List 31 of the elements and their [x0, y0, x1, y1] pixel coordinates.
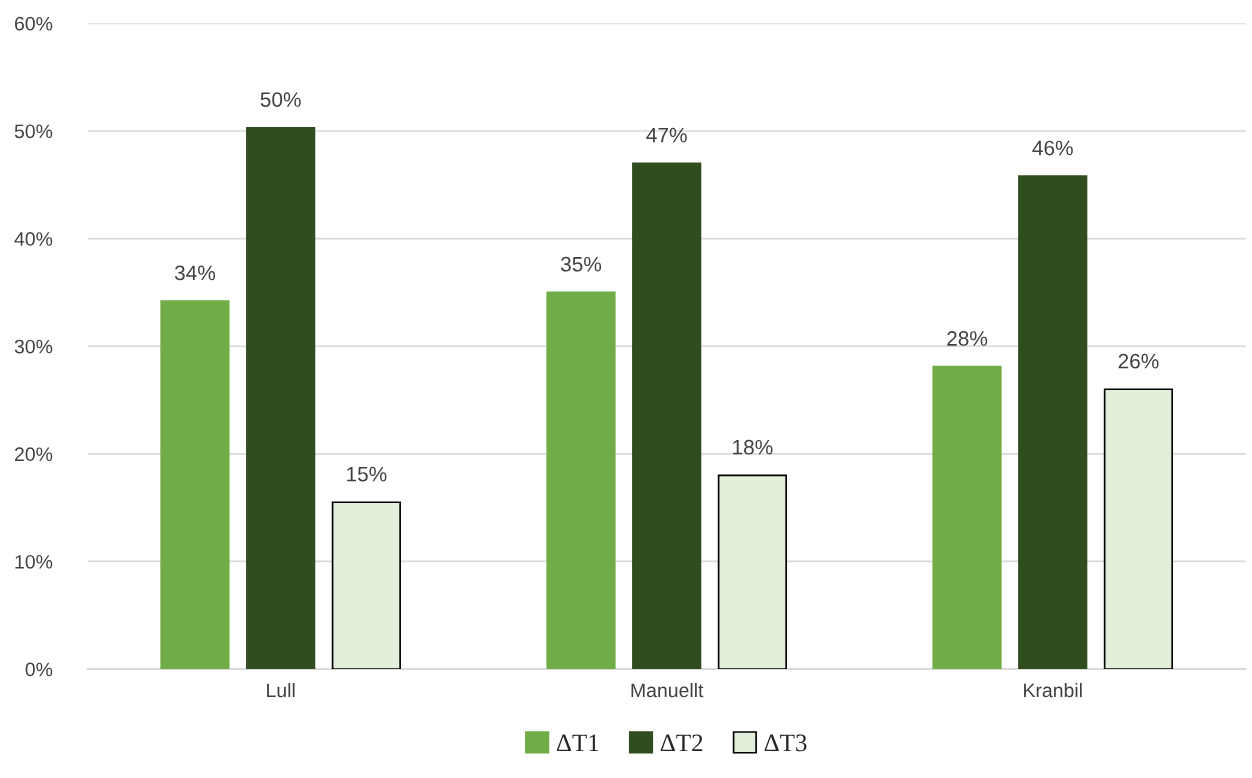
data-label: 15% — [347, 466, 387, 482]
bar — [932, 365, 1002, 670]
x-tick-label: Manuellt — [631, 682, 704, 698]
data-label: 26% — [1118, 353, 1159, 369]
data-label: 47% — [646, 127, 687, 143]
legend-label: ΔT1 — [556, 734, 599, 752]
y-tick-label: 60% — [14, 16, 53, 31]
bar — [1018, 175, 1088, 670]
bar — [160, 300, 230, 670]
bar — [331, 501, 401, 670]
data-label: 34% — [174, 265, 216, 281]
y-tick-label: 0% — [25, 662, 53, 677]
bar — [1103, 388, 1174, 670]
y-tick-label: 20% — [14, 447, 53, 462]
data-label: 50% — [260, 92, 301, 107]
data-label: 35% — [560, 256, 602, 272]
data-label: 18% — [733, 439, 773, 455]
x-tick-label: Kranbil — [1024, 682, 1082, 698]
bar — [717, 474, 788, 670]
bar — [632, 162, 702, 670]
bar — [246, 126, 316, 670]
y-tick-label: 40% — [14, 232, 53, 246]
y-tick-label: 50% — [14, 124, 53, 139]
data-label: 28% — [947, 331, 988, 346]
legend-label: ΔT3 — [764, 734, 807, 752]
bar — [546, 291, 616, 670]
x-tick-label: Lull — [267, 682, 295, 698]
data-label: 46% — [1032, 140, 1073, 156]
y-tick-label: 30% — [14, 339, 53, 354]
y-tick-label: 10% — [15, 554, 53, 569]
legend-label: ΔT2 — [660, 734, 703, 752]
